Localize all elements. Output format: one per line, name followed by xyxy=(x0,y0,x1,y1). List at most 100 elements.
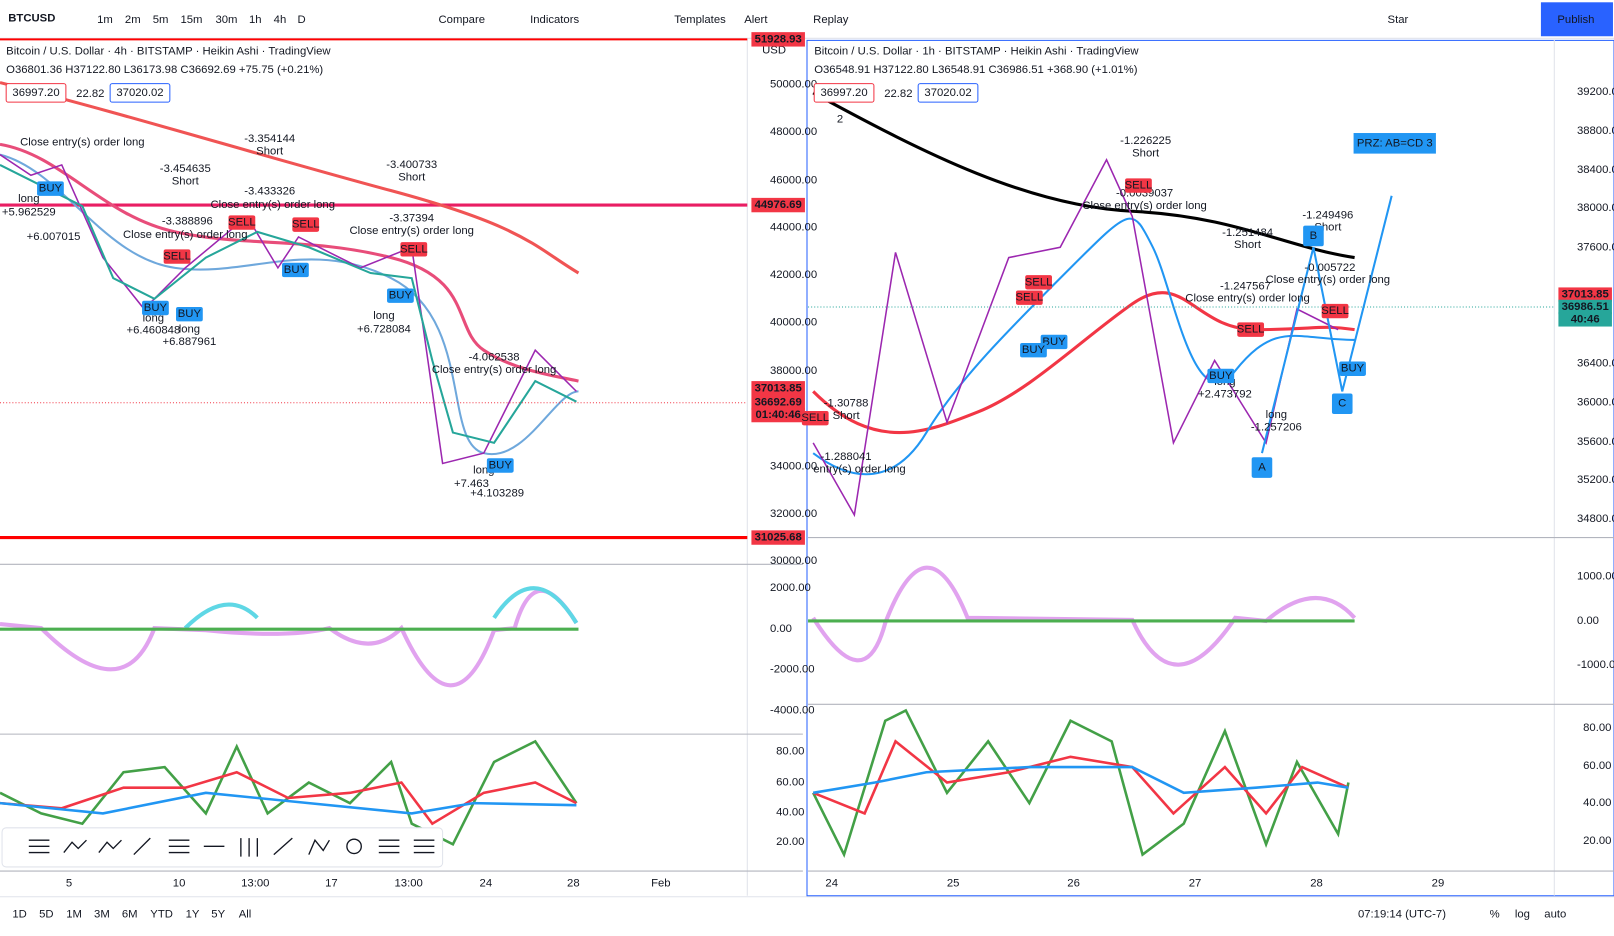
interval-button[interactable]: D xyxy=(298,14,306,26)
signal-box xyxy=(142,300,169,316)
time-tick-label: 5 xyxy=(66,877,72,889)
price-tick-label: 37600.00 xyxy=(1577,241,1614,253)
bid-price[interactable]: 36997.20 xyxy=(12,87,59,99)
price-tick-label: 36400.00 xyxy=(1577,358,1614,370)
bid-box xyxy=(5,83,67,103)
osc-tick-label: 0.00 xyxy=(770,623,792,635)
annotation: long xyxy=(1266,409,1287,421)
auto-toggle[interactable]: auto xyxy=(1544,908,1566,920)
pattern-point-box xyxy=(1303,225,1324,247)
publish-button[interactable] xyxy=(1540,2,1613,37)
time-tick-label: 28 xyxy=(1310,877,1323,889)
annotation: entry(s) order long xyxy=(813,464,905,476)
ask-price[interactable]: 37020.02 xyxy=(116,87,163,99)
star-button[interactable]: Star xyxy=(1388,14,1409,26)
ohlc-values: O36801.36 H37122.80 L36173.98 C36692.69 … xyxy=(6,64,323,76)
signal-label: SELL xyxy=(1015,292,1043,304)
annotation: -3.454635 xyxy=(160,163,211,175)
annotation: -4.062538 xyxy=(469,351,520,363)
rsi-tick-label: 40.00 xyxy=(1583,797,1611,809)
signal-box xyxy=(228,215,256,230)
interval-button[interactable]: 1m xyxy=(97,14,113,26)
rsi-tick-label: 40.00 xyxy=(776,806,804,818)
annotation: Close entry(s) order long xyxy=(349,225,474,237)
price-tick-label: 32000.00 xyxy=(770,508,817,520)
compare-button[interactable]: Compare xyxy=(438,14,485,26)
signal-box xyxy=(1020,343,1047,358)
range-button[interactable]: 5Y xyxy=(211,908,225,920)
interval-button[interactable]: 15m xyxy=(180,14,202,26)
time-tick-label: 28 xyxy=(567,877,580,889)
publish-label[interactable]: Publish xyxy=(1557,14,1594,26)
signal-box xyxy=(1321,303,1349,319)
interval-button[interactable]: 4h xyxy=(274,14,287,26)
signal-box xyxy=(1237,322,1265,337)
indicators-button[interactable]: Indicators xyxy=(530,14,579,26)
bid-price[interactable]: 36997.20 xyxy=(820,87,867,99)
annotation: +5.962529 xyxy=(2,206,56,218)
signal-box xyxy=(387,288,414,303)
collapse-toggle[interactable]: 2 xyxy=(837,114,843,126)
rsi-tick-label: 80.00 xyxy=(776,746,804,758)
interval-button[interactable]: 30m xyxy=(215,14,237,26)
currency-selector[interactable]: USD xyxy=(762,45,786,57)
replay-button[interactable]: Replay xyxy=(813,14,849,26)
annotation: Short xyxy=(1314,222,1342,234)
price-tick-label: 36000.00 xyxy=(1577,397,1614,409)
log-toggle[interactable]: log xyxy=(1515,908,1530,920)
price-tick-label: 42000.00 xyxy=(770,269,817,281)
osc-tick-label: -1000.00 xyxy=(1577,659,1614,671)
time-tick-label: 27 xyxy=(1189,877,1202,889)
price-label-box xyxy=(751,395,805,410)
signal-label: BUY xyxy=(1209,370,1233,382)
rsi-tick-label: 20.00 xyxy=(776,836,804,848)
percent-toggle[interactable]: % xyxy=(1490,908,1500,920)
range-button[interactable]: All xyxy=(239,908,252,920)
signal-label: BUY xyxy=(1022,344,1046,356)
range-button[interactable]: 3M xyxy=(94,908,110,920)
interval-button[interactable]: 2m xyxy=(125,14,141,26)
range-button[interactable]: 6M xyxy=(122,908,138,920)
range-button[interactable]: YTD xyxy=(150,908,173,920)
interval-button[interactable]: 5m xyxy=(153,14,169,26)
range-button[interactable]: 1M xyxy=(66,908,82,920)
annotation: -1.251484 xyxy=(1222,227,1273,239)
ask-price[interactable]: 37020.02 xyxy=(924,87,971,99)
symbol[interactable]: BTCUSD xyxy=(8,13,55,25)
price-tick-label: 50000.00 xyxy=(770,79,817,91)
interval-button[interactable]: 1h xyxy=(249,14,262,26)
price-label: 44976.69 xyxy=(755,199,802,211)
annotation: -1.247567 xyxy=(1220,280,1271,292)
annotation: long xyxy=(18,193,39,205)
range-button[interactable]: 5D xyxy=(39,908,53,920)
signal-label: SELL xyxy=(1025,276,1053,288)
chart-title: Bitcoin / U.S. Dollar · 4h · BITSTAMP · … xyxy=(6,46,331,58)
signal-box xyxy=(282,262,309,278)
time-tick-label: 13:00 xyxy=(394,877,422,889)
alert-button[interactable]: Alert xyxy=(744,14,768,26)
chart-title: Bitcoin / U.S. Dollar · 1h · BITSTAMP · … xyxy=(814,46,1139,58)
pattern-point-box xyxy=(1251,457,1273,478)
time-tick-label: 26 xyxy=(1067,877,1080,889)
annotation: +6.007015 xyxy=(27,231,81,243)
annotation: -1.226225 xyxy=(1120,135,1171,147)
price-label: 31025.68 xyxy=(755,532,802,544)
price-label-box xyxy=(751,32,805,47)
signal-box xyxy=(1040,334,1068,350)
price-tick-label: 35600.00 xyxy=(1577,436,1614,448)
range-button[interactable]: 1Y xyxy=(186,908,200,920)
annotation: Close entry(s) order long xyxy=(1082,200,1207,212)
clock: 07:19:14 (UTC-7) xyxy=(1358,908,1446,920)
price-tick-label: 38000.00 xyxy=(770,365,817,377)
annotation: +6.887961 xyxy=(162,336,216,348)
annotation: +2.473792 xyxy=(1198,388,1252,400)
price-label-box xyxy=(751,530,805,545)
annotation: -3.37394 xyxy=(389,212,434,224)
price-label: 40:46 xyxy=(1571,313,1600,325)
range-button[interactable]: 1D xyxy=(12,908,26,920)
drawing-toolbar[interactable] xyxy=(1,827,444,868)
signal-label: BUY xyxy=(389,290,413,302)
price-tick-label: 44000.00 xyxy=(770,222,817,234)
time-tick-label: 17 xyxy=(325,877,338,889)
templates-button[interactable]: Templates xyxy=(674,14,726,26)
